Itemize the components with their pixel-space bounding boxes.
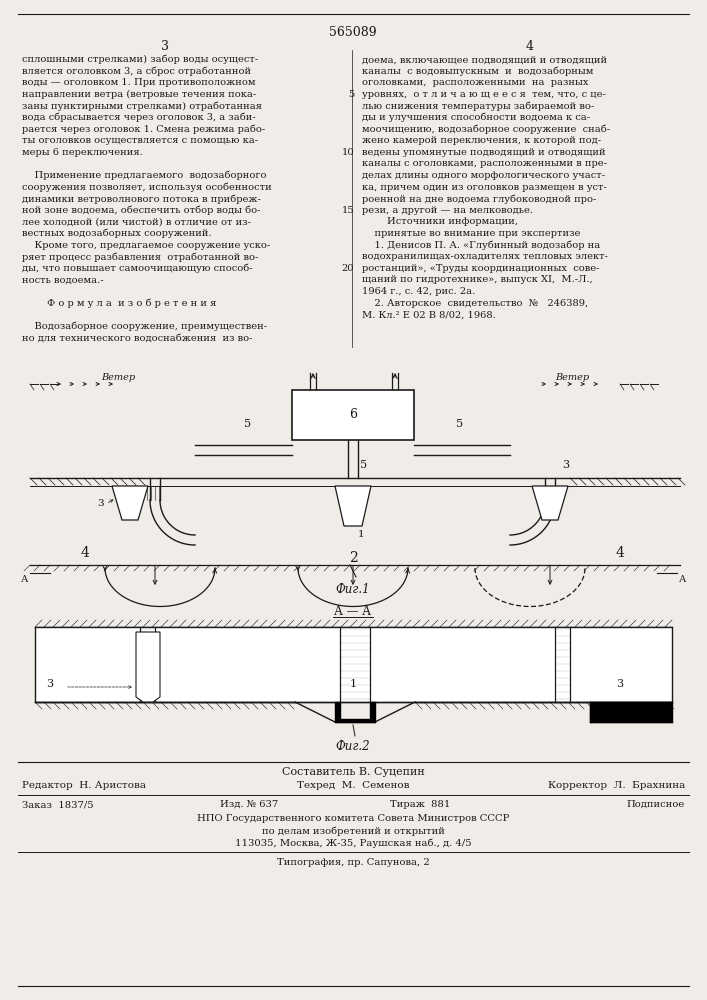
Text: сплошными стрелками) забор воды осущест-: сплошными стрелками) забор воды осущест- [22, 55, 258, 64]
Text: Изд. № 637: Изд. № 637 [220, 800, 279, 809]
Text: 3: 3 [98, 499, 104, 508]
Text: Типография, пр. Сапунова, 2: Типография, пр. Сапунова, 2 [276, 858, 429, 867]
Text: лее холодной (или чистой) в отличие от из-: лее холодной (или чистой) в отличие от и… [22, 217, 251, 226]
Text: оголовками,  расположенными  на  разных: оголовками, расположенными на разных [362, 78, 588, 87]
Text: ной зоне водоема, обеспечить отбор воды бо-: ной зоне водоема, обеспечить отбор воды … [22, 206, 260, 215]
Text: ды и улучшения способности водоема к са-: ды и улучшения способности водоема к са- [362, 113, 590, 122]
Text: Применение предлагаемого  водозаборного: Применение предлагаемого водозаборного [22, 171, 267, 180]
Text: 6: 6 [349, 408, 357, 422]
Text: Ветер: Ветер [555, 373, 589, 382]
Polygon shape [112, 486, 148, 520]
Text: по делам изобретений и открытий: по делам изобретений и открытий [262, 826, 445, 836]
Text: роенной на дне водоема глубоководной про-: роенной на дне водоема глубоководной про… [362, 194, 597, 204]
Text: 1. Денисов П. А. «Глубинный водозабор на: 1. Денисов П. А. «Глубинный водозабор на [362, 241, 600, 250]
Text: Кроме того, предлагаемое сооружение уско-: Кроме того, предлагаемое сооружение уско… [22, 241, 270, 250]
Text: А: А [21, 575, 28, 584]
Text: 20: 20 [341, 264, 354, 273]
Text: Фиг.1: Фиг.1 [336, 583, 370, 596]
Text: водохранилищах-охладителях тепловых элект-: водохранилищах-охладителях тепловых элек… [362, 252, 608, 261]
Text: 2. Авторское  свидетельство  №   246389,: 2. Авторское свидетельство № 246389, [362, 299, 588, 308]
Text: делах длины одного морфологического участ-: делах длины одного морфологического учас… [362, 171, 605, 180]
Text: принятые во внимание при экспертизе: принятые во внимание при экспертизе [362, 229, 580, 238]
Text: моочищению, водозаборное сооружение  снаб-: моочищению, водозаборное сооружение снаб… [362, 125, 610, 134]
Text: 3: 3 [161, 40, 169, 53]
Polygon shape [590, 702, 672, 722]
Text: 3: 3 [562, 460, 569, 470]
Text: каналы  с водовыпускным  и  водозаборным: каналы с водовыпускным и водозаборным [362, 67, 593, 76]
Polygon shape [335, 486, 371, 526]
Text: 565089: 565089 [329, 26, 377, 39]
Text: Водозаборное сооружение, преимуществен-: Водозаборное сооружение, преимуществен- [22, 322, 267, 331]
Text: воды — оголовком 1. При противоположном: воды — оголовком 1. При противоположном [22, 78, 255, 87]
Text: рези, а другой — на мелководье.: рези, а другой — на мелководье. [362, 206, 533, 215]
Text: 5: 5 [348, 90, 354, 99]
Text: 2: 2 [349, 551, 357, 565]
Bar [35, 627, 672, 702]
Text: 1964 г., с. 42, рис. 2а.: 1964 г., с. 42, рис. 2а. [362, 287, 475, 296]
Text: Техред  М.  Семенов: Техред М. Семенов [297, 781, 409, 790]
Text: ты оголовков осуществляется с помощью ка-: ты оголовков осуществляется с помощью ка… [22, 136, 258, 145]
Text: ды, что повышает самоочищающую способ-: ды, что повышает самоочищающую способ- [22, 264, 252, 273]
Text: Подписное: Подписное [626, 800, 685, 809]
Text: сооружения позволяет, используя особенности: сооружения позволяет, используя особенно… [22, 183, 271, 192]
Text: Ветер: Ветер [101, 373, 135, 382]
Polygon shape [136, 632, 160, 702]
Text: каналы с оголовками, расположенными в пре-: каналы с оголовками, расположенными в пр… [362, 159, 607, 168]
Text: 3: 3 [617, 679, 624, 689]
Text: ка, причем один из оголовков размещен в уст-: ка, причем один из оголовков размещен в … [362, 183, 607, 192]
Text: Тираж  881: Тираж 881 [390, 800, 450, 809]
Text: ведены упомянутые подводящий и отводящий: ведены упомянутые подводящий и отводящий [362, 148, 606, 157]
Text: А — А: А — А [334, 605, 371, 618]
Text: 1: 1 [349, 679, 356, 689]
Text: 3: 3 [47, 679, 54, 689]
Text: А: А [679, 575, 686, 584]
Text: Источники информации,: Источники информации, [362, 217, 518, 226]
Polygon shape [532, 486, 568, 520]
Text: 4: 4 [526, 40, 534, 53]
Text: 4: 4 [616, 546, 624, 560]
Text: Составитель В. Суцепин: Составитель В. Суцепин [281, 767, 424, 777]
Text: 4: 4 [81, 546, 90, 560]
Text: уровнях,  о т л и ч а ю щ е е с я  тем, что, с це-: уровнях, о т л и ч а ю щ е е с я тем, чт… [362, 90, 606, 99]
Text: ряет процесс разбавления  отработанной во-: ряет процесс разбавления отработанной во… [22, 252, 258, 262]
Text: 10: 10 [341, 148, 354, 157]
Text: щаний по гидротехнике», выпуск XI,  М.-Л.,: щаний по гидротехнике», выпуск XI, М.-Л.… [362, 275, 592, 284]
Text: Заказ  1837/5: Заказ 1837/5 [22, 800, 93, 809]
Text: Ф о р м у л а  и з о б р е т е н и я: Ф о р м у л а и з о б р е т е н и я [22, 299, 216, 308]
Text: 5: 5 [360, 460, 367, 470]
Text: направлении ветра (ветровые течения пока-: направлении ветра (ветровые течения пока… [22, 90, 256, 99]
Text: Редактор  Н. Аристова: Редактор Н. Аристова [22, 781, 146, 790]
Text: заны пунктирными стрелками) отработанная: заны пунктирными стрелками) отработанная [22, 101, 262, 111]
Text: 5: 5 [245, 419, 252, 429]
Bar [292, 390, 414, 440]
Text: вода сбрасывается через оголовок 3, а заби-: вода сбрасывается через оголовок 3, а за… [22, 113, 256, 122]
Text: 1: 1 [358, 530, 365, 539]
Text: динамики ветроволнового потока в прибреж-: динамики ветроволнового потока в прибреж… [22, 194, 261, 204]
Text: меры 6 переключения.: меры 6 переключения. [22, 148, 143, 157]
Text: вестных водозаборных сооружений.: вестных водозаборных сооружений. [22, 229, 211, 238]
Text: Фиг.2: Фиг.2 [336, 740, 370, 753]
Text: НПО Государственного комитета Совета Министров СССР: НПО Государственного комитета Совета Мин… [197, 814, 509, 823]
Text: 15: 15 [341, 206, 354, 215]
Text: вляется оголовком 3, а сброс отработанной: вляется оголовком 3, а сброс отработанно… [22, 67, 251, 76]
Text: Корректор  Л.  Брахнина: Корректор Л. Брахнина [548, 781, 685, 790]
Text: 5: 5 [457, 419, 464, 429]
Text: ность водоема.-: ность водоема.- [22, 275, 104, 284]
Text: М. Кл.² Е 02 В 8/02, 1968.: М. Кл.² Е 02 В 8/02, 1968. [362, 310, 496, 319]
Text: лью снижения температуры забираемой во-: лью снижения температуры забираемой во- [362, 101, 595, 111]
Text: доема, включающее подводящий и отводящий: доема, включающее подводящий и отводящий [362, 55, 607, 64]
Text: но для технического водоснабжения  из во-: но для технического водоснабжения из во- [22, 333, 252, 342]
Text: ростанций», «Труды координационных  сове-: ростанций», «Труды координационных сове- [362, 264, 600, 273]
Text: 113035, Москва, Ж-35, Раушская наб., д. 4/5: 113035, Москва, Ж-35, Раушская наб., д. … [235, 838, 472, 848]
Polygon shape [335, 702, 375, 722]
Text: жено камерой переключения, к которой под-: жено камерой переключения, к которой под… [362, 136, 601, 145]
Text: рается через оголовок 1. Смена режима рабо-: рается через оголовок 1. Смена режима ра… [22, 125, 265, 134]
